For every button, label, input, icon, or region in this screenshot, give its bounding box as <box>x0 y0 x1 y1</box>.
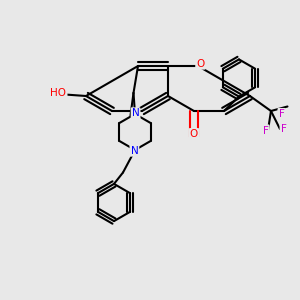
Text: O: O <box>190 129 198 139</box>
Text: O: O <box>196 58 205 69</box>
Text: F: F <box>278 109 284 119</box>
Text: F: F <box>262 125 268 136</box>
Text: HO: HO <box>50 88 66 98</box>
Text: F: F <box>280 124 286 134</box>
Text: N: N <box>130 146 138 156</box>
Text: N: N <box>132 108 140 118</box>
